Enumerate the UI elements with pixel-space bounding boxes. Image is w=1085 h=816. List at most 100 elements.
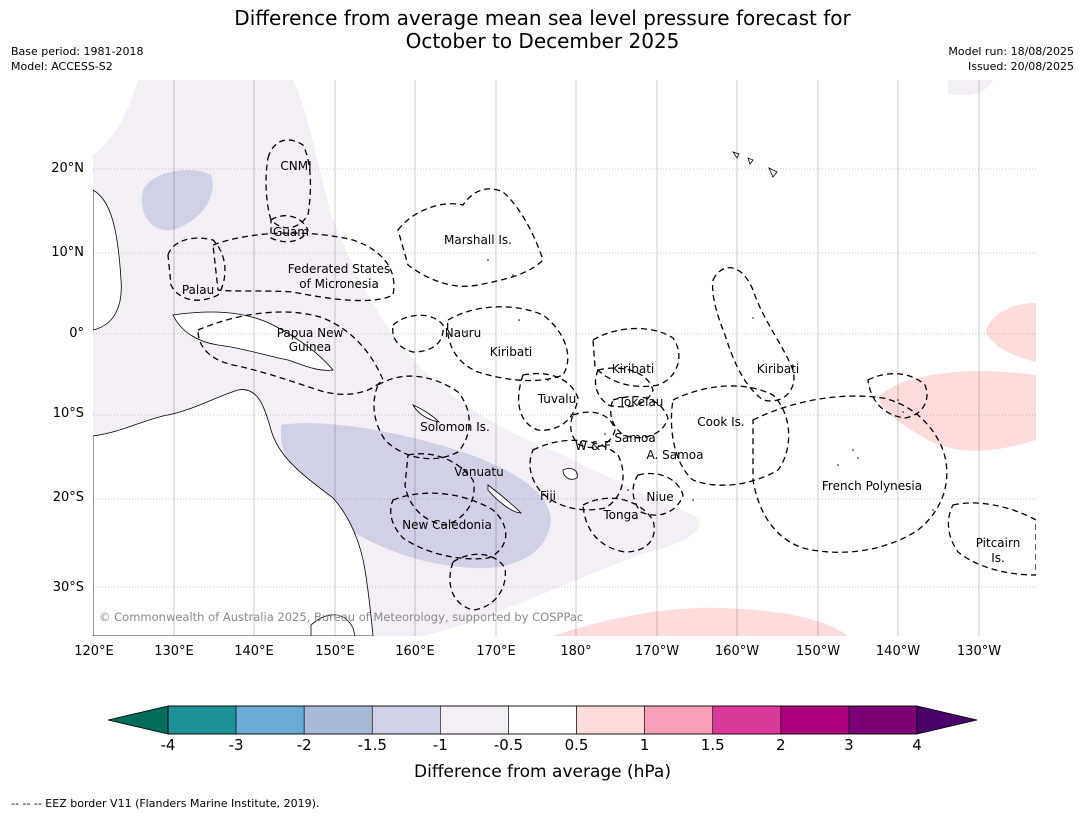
eez-cook <box>670 385 790 486</box>
region-labels: CNMI Guam Marshall Is. Federated States … <box>182 159 1020 565</box>
label-samoa: Samoa <box>614 431 655 445</box>
lat-label-eq: 0° <box>69 326 84 341</box>
label-palau: Palau <box>182 283 214 297</box>
title-line-1: Difference from average mean sea level p… <box>234 6 851 30</box>
eez-nauru <box>392 314 444 353</box>
map-canvas: CNMI Guam Marshall Is. Federated States … <box>92 80 1037 637</box>
eez-french-polynesia <box>752 395 948 553</box>
hawaii-islands <box>732 151 778 178</box>
label-vanuatu: Vanuatu <box>454 465 504 479</box>
new-zealand-coast <box>310 614 356 637</box>
eez-pitcairn <box>947 502 1037 576</box>
eez-kiribati-phoenix <box>592 327 680 388</box>
new-caledonia-island <box>487 484 522 514</box>
lat-label-20n: 20°N <box>51 161 84 176</box>
label-kiribati-line: Kiribati <box>757 362 799 376</box>
eez-tuvalu <box>518 372 579 431</box>
coastlines <box>92 151 778 637</box>
map-title: Difference from average mean sea level p… <box>0 7 1085 53</box>
colorbar-tick-label: -2 <box>296 736 312 754</box>
colorbar-tick-label: -0.5 <box>493 736 524 754</box>
colorbar-cell <box>167 705 237 735</box>
lon-label-140e: 140°E <box>234 644 274 659</box>
colorbar-tick-label: 0.5 <box>564 736 589 754</box>
anomaly-lavender-northeast <box>948 80 993 96</box>
eez-palau <box>167 237 226 301</box>
eez-wallis-futuna <box>570 411 616 449</box>
label-marshall: Marshall Is. <box>444 233 512 247</box>
eez-footnote: -- -- -- EEZ border V11 (Flanders Marine… <box>11 797 320 810</box>
eez-tonga <box>582 497 655 553</box>
lat-label-30s: 30°S <box>52 580 84 595</box>
eez-tokelau <box>594 367 654 408</box>
colorbar-tick-label: -4 <box>160 736 176 754</box>
eez-borders <box>167 139 1037 611</box>
colorbar-tick-label: 2 <box>776 736 786 754</box>
lon-label-180: 180° <box>560 644 592 659</box>
model-run-text: Model run: 18/08/2025 <box>948 45 1074 58</box>
eez-kiribati-gilbert <box>446 306 569 382</box>
colorbar-tick-label: 4 <box>912 736 922 754</box>
colorbar-cell <box>235 705 305 735</box>
run-issue-info: Model run: 18/08/2025 Issued: 20/08/2025 <box>948 44 1074 74</box>
colorbar-tick-label: 3 <box>844 736 854 754</box>
colorbar-cell <box>644 705 714 735</box>
fiji-island <box>562 468 578 480</box>
label-niue: Niue <box>646 490 673 504</box>
colorbar-cell <box>780 705 850 735</box>
label-png-2: Guinea <box>289 340 332 354</box>
eez-guam <box>270 215 309 243</box>
eez-new-caledonia <box>390 492 507 560</box>
issued-text: Issued: 20/08/2025 <box>967 60 1074 73</box>
colorbar-label: Difference from average (hPa) <box>414 762 671 782</box>
lon-label-130e: 130°E <box>154 644 194 659</box>
colorbar-cell <box>848 705 918 735</box>
title-line-2: October to December 2025 <box>405 29 680 53</box>
lon-label-150w: 150°W <box>795 644 841 659</box>
lon-label-170e: 170°E <box>476 644 516 659</box>
base-model-info: Base period: 1981-2018 Model: ACCESS-S2 <box>11 44 143 74</box>
colorbar-tick-label: 1 <box>639 736 650 754</box>
lat-label-10s: 10°S <box>52 406 84 421</box>
small-islands <box>464 259 934 511</box>
label-american-samoa: A. Samoa <box>647 448 704 462</box>
solomon-island <box>412 404 441 423</box>
eez-samoa <box>610 396 669 439</box>
anomaly-pink-south <box>553 607 848 636</box>
new-guinea-coast <box>172 311 334 371</box>
label-tokelau: Tokelau <box>618 395 664 409</box>
colorbar-cell <box>508 705 577 735</box>
graticule <box>93 80 1036 636</box>
colorbar-tick-label: 1.5 <box>700 736 725 754</box>
label-micronesia-1: Federated States <box>288 262 390 276</box>
eez-fiji <box>529 439 624 511</box>
label-fiji: Fiji <box>540 489 556 503</box>
colorbar-cell <box>303 705 373 735</box>
colorbar-over-arrow <box>916 705 978 735</box>
label-kiribati-gilbert: Kiribati <box>490 345 532 359</box>
colorbar-outline <box>167 705 918 735</box>
label-png-1: Papua New <box>277 326 344 340</box>
label-new-caledonia: New Caledonia <box>402 518 492 532</box>
eez-kiribati-line <box>711 267 795 402</box>
eez-vanuatu <box>404 453 475 526</box>
colorbar-under-arrow <box>107 705 169 735</box>
label-kiribati-phoenix: Kiribati <box>612 362 654 376</box>
lon-label-140w: 140°W <box>875 644 921 659</box>
lon-label-160w: 160°W <box>714 644 760 659</box>
lat-label-10n: 10°N <box>51 245 84 260</box>
label-french-polynesia: French Polynesia <box>822 479 922 493</box>
lon-label-120e: 120°E <box>74 644 114 659</box>
colorbar-tick-label: -1 <box>432 736 448 754</box>
lon-label-130w: 130°W <box>956 644 1002 659</box>
copyright-text: © Commonwealth of Australia 2025, Bureau… <box>99 610 583 624</box>
colorbar-cell <box>371 705 441 735</box>
colorbar-tick-label: -1.5 <box>357 736 387 754</box>
label-micronesia-2: of Micronesia <box>299 277 379 291</box>
eez-marshall <box>397 188 544 287</box>
eez-marquesas <box>867 373 928 419</box>
colorbar-cell <box>576 705 645 735</box>
eez-micronesia <box>212 232 395 302</box>
label-pitcairn-2: Is. <box>991 551 1005 565</box>
eez-png <box>197 311 384 395</box>
